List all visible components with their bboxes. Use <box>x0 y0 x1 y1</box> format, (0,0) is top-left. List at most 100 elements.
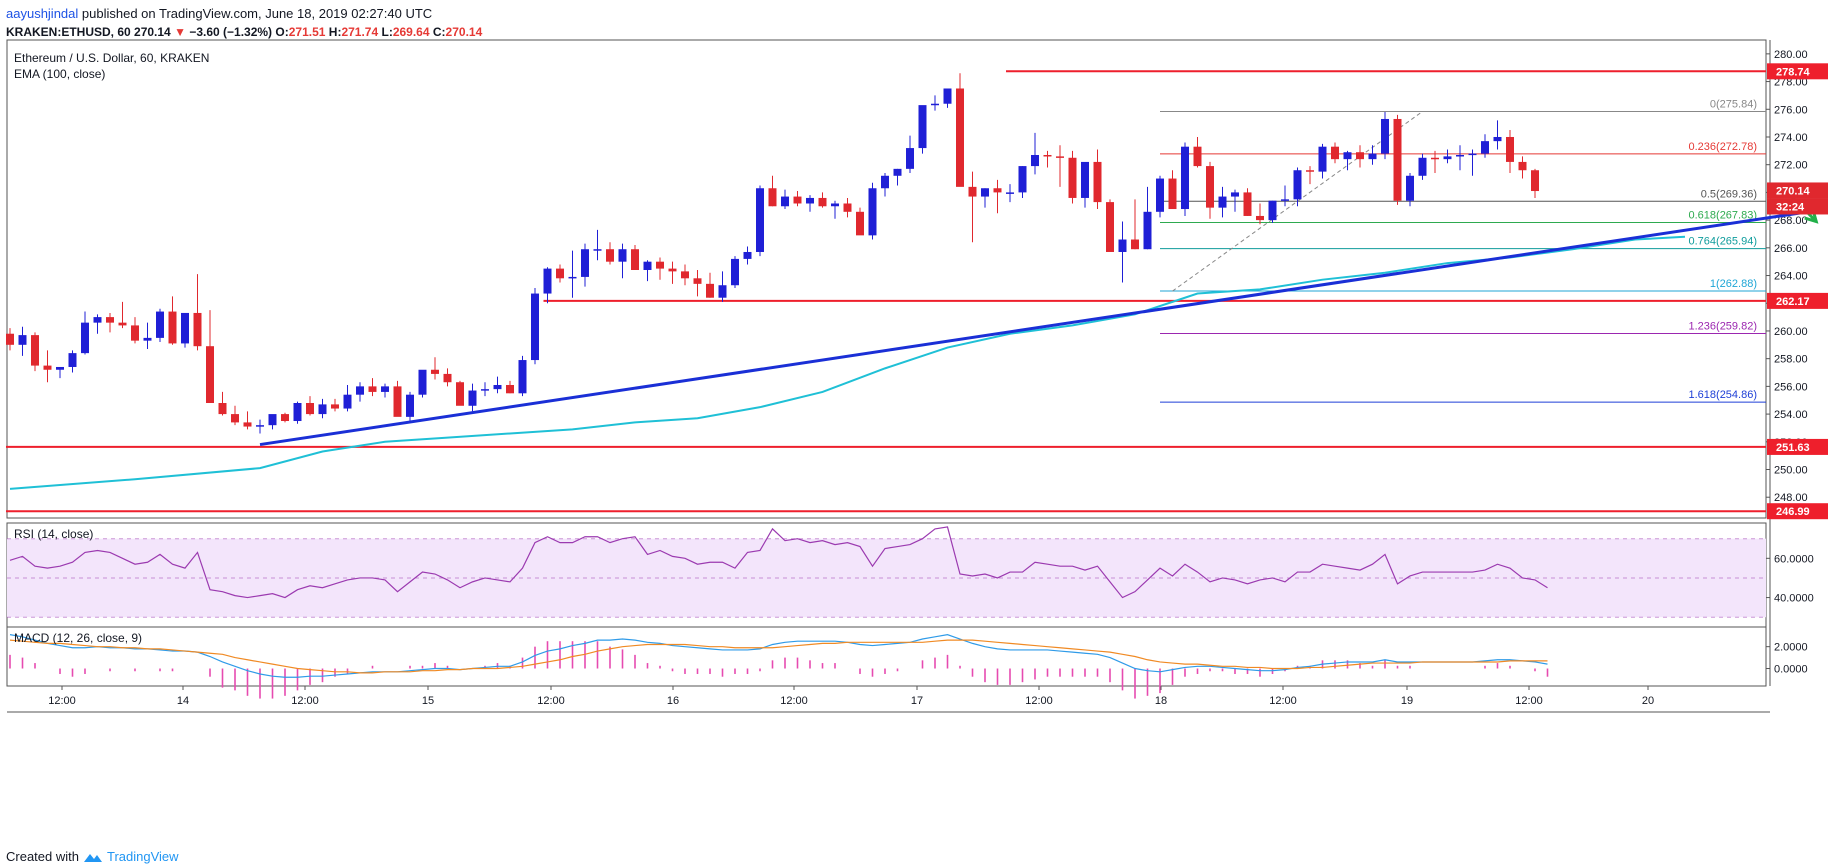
candle-bearish <box>993 188 1002 193</box>
candle-bullish <box>81 322 89 354</box>
rsi-tick-label: 40.0000 <box>1774 593 1814 605</box>
fib-diagonal <box>1172 111 1423 292</box>
candle-bearish <box>1168 178 1177 210</box>
candle-bullish <box>568 276 577 279</box>
candle-bullish <box>1318 146 1327 172</box>
macd-signal-line <box>9 639 1548 674</box>
candle-bearish <box>106 317 114 323</box>
candle-bullish <box>1231 192 1239 197</box>
candle-bearish <box>43 365 52 370</box>
candle-bearish <box>1506 136 1514 162</box>
tradingview-link[interactable]: TradingView <box>106 849 179 864</box>
candle-bearish <box>368 386 377 392</box>
close-value: 270.14 <box>445 25 483 39</box>
candle-bearish <box>556 268 564 279</box>
fib-level-label: 0(275.84) <box>1710 98 1757 110</box>
tradingview-logo-icon <box>83 853 102 862</box>
candle-bearish <box>1206 166 1214 208</box>
fib-level-label: 1.618(254.86) <box>1689 389 1758 401</box>
level-price-label: 278.74 <box>1776 66 1811 78</box>
candle-bullish <box>543 268 552 294</box>
candle-bullish <box>1268 200 1277 221</box>
candle-bearish <box>1306 170 1314 172</box>
open-value: 271.51 <box>288 25 326 39</box>
candle-bullish <box>781 196 789 207</box>
candle-bullish <box>1006 192 1014 194</box>
candle-bullish <box>1493 136 1502 142</box>
x-tick-label: 20 <box>1642 695 1654 707</box>
candle-bullish <box>731 258 739 286</box>
low-label: L: <box>381 25 393 39</box>
author-link[interactable]: aayushjindal <box>6 6 79 21</box>
created-with-text: Created with <box>6 849 79 864</box>
candle-bullish <box>1018 166 1027 193</box>
candle-bullish <box>468 390 477 406</box>
price-tag <box>1767 182 1828 199</box>
fib-level-label: 0.764(265.94) <box>1689 236 1758 248</box>
candle-bearish <box>606 249 614 262</box>
candle-bearish <box>818 197 827 207</box>
candle-bearish <box>506 384 514 394</box>
level-price-label: 251.63 <box>1776 442 1810 454</box>
candle-bearish <box>193 312 202 347</box>
candle-bearish <box>118 322 127 326</box>
fib-level-label: 0.236(272.78) <box>1689 141 1758 153</box>
candle-bearish <box>668 268 677 272</box>
candle-bullish <box>56 366 64 370</box>
candle-bearish <box>1531 170 1539 192</box>
y-tick-label: 264.00 <box>1774 271 1808 283</box>
candle-bullish <box>1181 146 1189 210</box>
candle-bullish <box>1406 175 1414 201</box>
candle-bearish <box>1056 156 1064 158</box>
y-tick-label: 256.00 <box>1774 381 1808 393</box>
candle-bullish <box>931 103 939 106</box>
candle-bearish <box>856 211 864 236</box>
bullish-trend-line <box>259 207 1828 447</box>
candle-bullish <box>1293 170 1302 200</box>
ema-indicator-label: EMA (100, close) <box>14 67 105 81</box>
macd-line <box>9 634 1548 678</box>
ema-100-line <box>9 235 1686 490</box>
macd-tick-label: 2.0000 <box>1774 642 1808 654</box>
candle-bearish <box>6 333 14 345</box>
candle-bullish <box>418 369 427 395</box>
symbol-label: KRAKEN:ETHUSD, 60 <box>6 25 131 39</box>
candle-bearish <box>443 373 452 383</box>
candle-bullish <box>1081 161 1089 198</box>
candle-bullish <box>1156 178 1164 212</box>
candle-bearish <box>31 335 39 366</box>
candle-bullish <box>143 337 152 341</box>
candle-bearish <box>281 414 289 422</box>
candle-bearish <box>306 403 314 415</box>
candle-bullish <box>756 188 764 252</box>
candle-bullish <box>743 251 752 259</box>
fib-level-label: 0.5(269.36) <box>1701 188 1757 200</box>
candle-bearish <box>1431 157 1439 160</box>
candle-bullish <box>18 335 27 345</box>
x-tick-label: 14 <box>177 695 189 707</box>
candle-bearish <box>968 186 977 197</box>
candle-bullish <box>918 105 927 149</box>
footer: Created with TradingView <box>6 849 179 864</box>
candle-bullish <box>381 386 389 392</box>
candle-bearish <box>1518 161 1527 171</box>
rsi-title: RSI (14, close) <box>14 527 93 541</box>
candle-bullish <box>1418 157 1427 176</box>
candle-bullish <box>1443 156 1452 160</box>
rsi-band <box>7 538 1766 618</box>
chart-title: Ethereum / U.S. Dollar, 60, KRAKEN <box>14 51 209 65</box>
x-tick-label: 12:00 <box>780 695 808 707</box>
candle-bullish <box>493 384 502 390</box>
candle-bullish <box>1343 152 1352 160</box>
x-tick-label: 12:00 <box>291 695 319 707</box>
candle-bullish <box>1143 211 1152 250</box>
candle-bullish <box>881 175 889 189</box>
x-tick-label: 12:00 <box>1025 695 1053 707</box>
candle-bearish <box>956 88 964 187</box>
candle-bearish <box>1068 157 1077 198</box>
y-tick-label: 250.00 <box>1774 465 1808 477</box>
candle-bullish <box>1031 154 1039 167</box>
fib-level-label: 1.236(259.82) <box>1689 320 1758 332</box>
down-arrow-icon: ▼ <box>174 25 186 39</box>
